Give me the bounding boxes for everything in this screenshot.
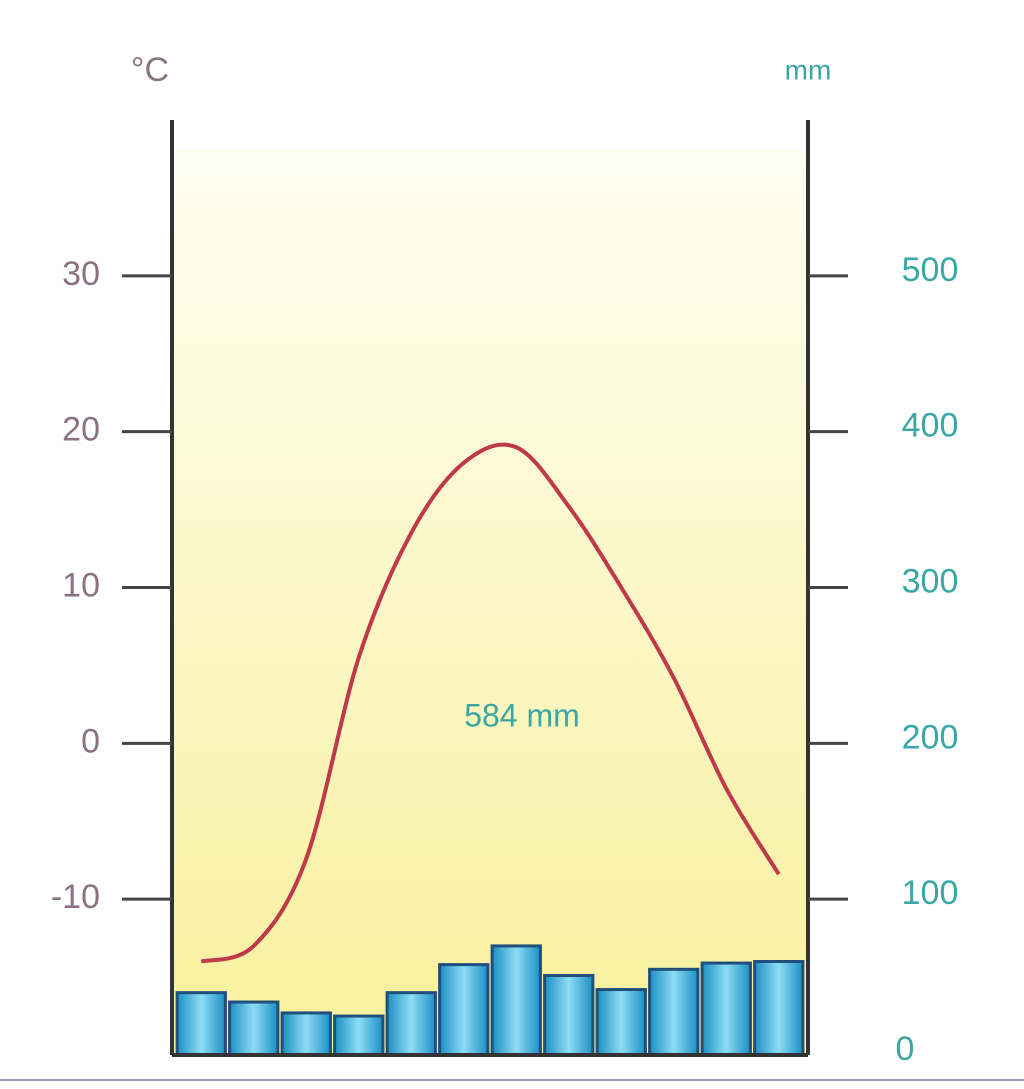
bar: [543, 974, 595, 1057]
y2-tick-label: 100: [902, 874, 959, 912]
y-tick-label: 0: [81, 722, 100, 760]
y2-tick-label: 500: [902, 251, 959, 289]
bar: [753, 960, 805, 1057]
bar: [175, 991, 227, 1057]
temperature-line: [200, 442, 781, 964]
y2-tick-label: 300: [902, 562, 959, 600]
bar: [595, 988, 647, 1057]
plot-background: [172, 150, 808, 1055]
y-axis-label: °C: [131, 51, 169, 89]
y-tick-label: 10: [62, 566, 100, 604]
bar: [700, 961, 752, 1057]
bar: [438, 963, 490, 1057]
bar: [333, 1014, 385, 1057]
y2-axis-label: mm: [785, 54, 832, 85]
bar: [490, 944, 542, 1057]
bar: [385, 991, 437, 1057]
bar: [228, 1000, 280, 1057]
y2-tick-label: 200: [902, 718, 959, 756]
y-tick-label: 20: [62, 411, 100, 449]
y2-tick-label: 0: [896, 1030, 915, 1068]
bar: [280, 1011, 332, 1057]
y-tick-label: 30: [62, 255, 100, 293]
y2-tick-label: 400: [902, 407, 959, 445]
bar: [648, 967, 700, 1057]
y-tick-label: -10: [51, 878, 100, 916]
annotation: 584 mm: [464, 697, 580, 733]
